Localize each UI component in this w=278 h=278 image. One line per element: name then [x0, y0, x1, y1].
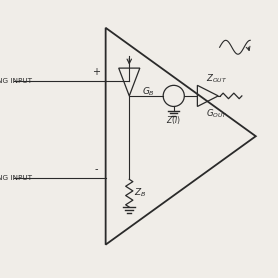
Text: $Z_B$: $Z_B$ [134, 186, 147, 199]
Text: $G_B$: $G_B$ [142, 86, 155, 98]
Text: -: - [94, 165, 98, 175]
Text: $Z_{OUT}$: $Z_{OUT}$ [206, 73, 227, 85]
Text: RTING INPUT: RTING INPUT [0, 175, 32, 181]
Text: RTING INPUT: RTING INPUT [0, 78, 32, 84]
Text: +: + [92, 67, 100, 77]
Text: $G_{OUT}$: $G_{OUT}$ [206, 108, 228, 120]
Text: $Z(I)$: $Z(I)$ [166, 114, 181, 126]
